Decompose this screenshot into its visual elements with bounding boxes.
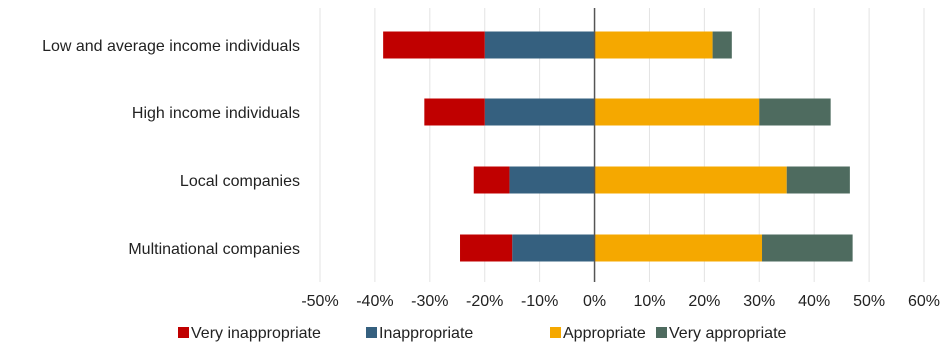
bar-inappropriate-low-and-average-income-individuals (484, 31, 595, 59)
category-label: Low and average income individuals (42, 38, 300, 55)
legend-swatch-inappropriate (366, 327, 377, 338)
x-tick-label: -50% (301, 293, 338, 310)
bar-appropriate-high-income-individuals (594, 98, 760, 126)
bar-very-appropriate-high-income-individuals (759, 98, 831, 126)
x-tick-label: 0% (583, 293, 606, 310)
bar-very-appropriate-local-companies (786, 166, 850, 194)
bar-very-inappropriate-local-companies (473, 166, 510, 194)
legend-swatch-appropriate (550, 327, 561, 338)
legend-swatch-very-inappropriate (178, 327, 189, 338)
x-tick-label: 30% (743, 293, 775, 310)
legend-label-very-inappropriate: Very inappropriate (191, 325, 321, 342)
bar-very-inappropriate-high-income-individuals (424, 98, 485, 126)
bars (383, 31, 853, 262)
x-tick-label: -20% (466, 293, 503, 310)
bar-inappropriate-high-income-individuals (484, 98, 595, 126)
x-tick-label: 60% (908, 293, 940, 310)
x-tick-label: -10% (521, 293, 558, 310)
bar-inappropriate-multinational-companies (512, 234, 595, 262)
legend: Very inappropriate Inappropriate Appropria… (178, 325, 787, 342)
x-tick-label: -30% (411, 293, 448, 310)
category-label: Multinational companies (128, 241, 300, 258)
bar-very-inappropriate-multinational-companies (460, 234, 513, 262)
x-tick-label: 10% (633, 293, 665, 310)
x-tick-labels: -50% -40% -30% -20% -10% 0% 10% 20% 30% 40% 50% 60% (301, 293, 940, 310)
bar-appropriate-multinational-companies (594, 234, 763, 262)
legend-label-inappropriate: Inappropriate (379, 325, 473, 342)
legend-label-very-appropriate: Very appropriate (669, 325, 787, 342)
bar-appropriate-low-and-average-income-individuals (594, 31, 713, 59)
category-label: Local companies (180, 173, 300, 190)
bar-appropriate-local-companies (594, 166, 787, 194)
bar-inappropriate-local-companies (509, 166, 595, 194)
x-tick-label: -40% (356, 293, 393, 310)
bar-very-inappropriate-low-and-average-income-individuals (383, 31, 485, 59)
x-tick-label: 40% (798, 293, 830, 310)
x-tick-label: 20% (688, 293, 720, 310)
category-labels: Low and average income individuals High i… (42, 38, 300, 258)
legend-label-appropriate: Appropriate (563, 325, 646, 342)
category-label: High income individuals (132, 105, 300, 122)
bar-very-appropriate-low-and-average-income-individuals (712, 31, 732, 59)
bar-very-appropriate-multinational-companies (762, 234, 853, 262)
x-tick-label: 50% (853, 293, 885, 310)
legend-swatch-very-appropriate (656, 327, 667, 338)
